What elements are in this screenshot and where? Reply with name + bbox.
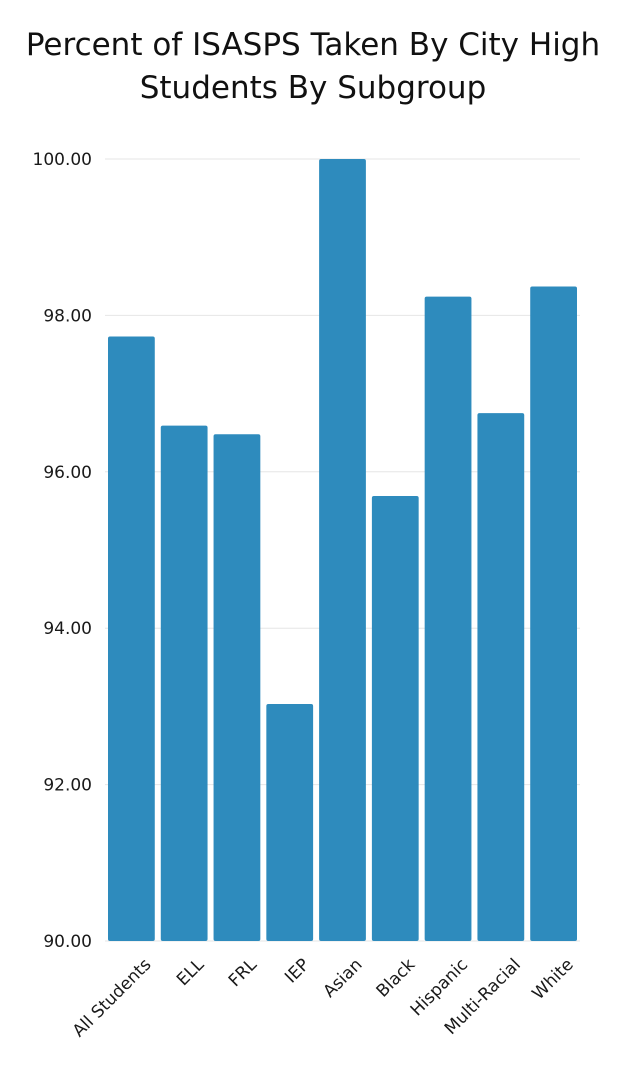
y-tick-label: 90.00: [43, 932, 92, 952]
y-tick-label: 96.00: [43, 463, 92, 483]
bar-frl: [213, 434, 261, 941]
bar-iep: [266, 704, 314, 941]
x-axis-category-labels: All Students ELL FRL IEP Asian BlackHispanicM…: [69, 955, 578, 1042]
bar-hispanic: [424, 296, 472, 942]
x-tick-label: White: [529, 955, 578, 1004]
x-tick-label: Black: [373, 955, 420, 1002]
x-tick-label: IEP: [281, 955, 314, 988]
x-tick-label: ELL: [173, 955, 209, 991]
bars: [108, 159, 577, 942]
y-tick-label: 100.00: [33, 150, 92, 170]
x-tick-label: Asian: [320, 955, 367, 1002]
y-tick-label: 92.00: [43, 776, 92, 796]
x-tick-label: FRL: [225, 955, 261, 991]
chart-title: Percent of ISASPS Taken By City High Stud…: [25, 27, 601, 106]
x-tick-label: All Students: [69, 955, 156, 1042]
bar-black: [371, 496, 419, 941]
bar-multi-racial: [477, 413, 525, 941]
y-tick-label: 98.00: [43, 306, 92, 326]
y-axis-tick-labels: 90.00 92.00 94.00 96.00 98.00 100.00: [33, 150, 92, 952]
y-tick-label: 94.00: [43, 619, 92, 639]
bar-ell: [160, 425, 208, 941]
bar-white: [530, 286, 577, 941]
bar-all-students: [108, 336, 155, 941]
bar-asian: [319, 159, 366, 941]
